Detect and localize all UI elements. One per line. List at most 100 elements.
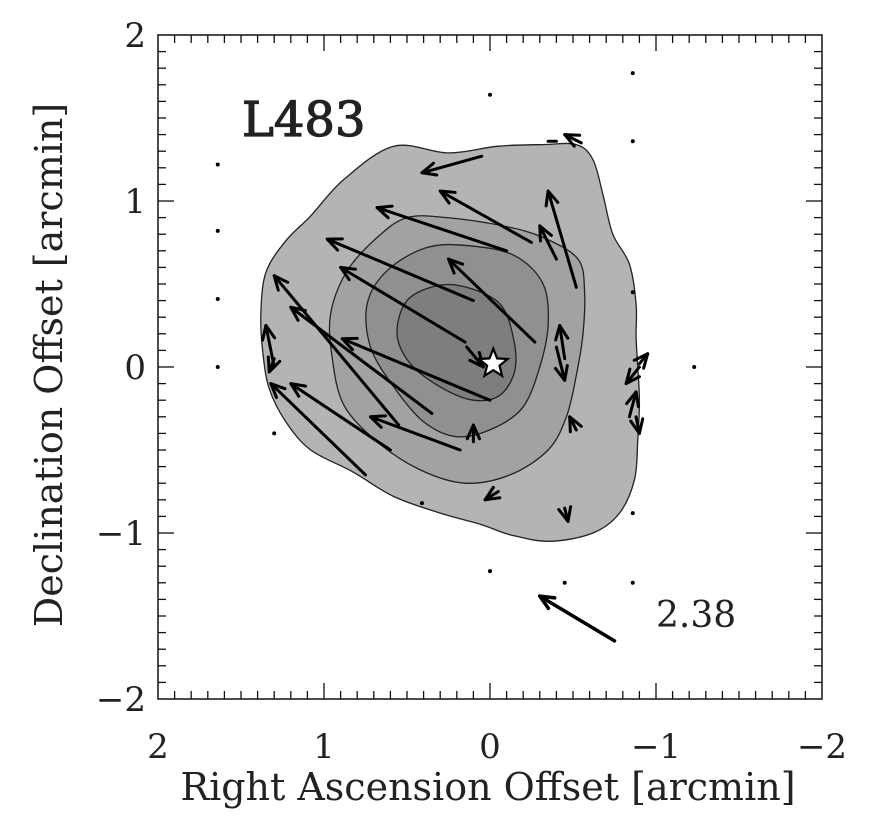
vector-17-head [465,423,482,441]
dot-9 [630,290,635,295]
vector-8-shaft [339,265,467,344]
vector-21-shaft [627,390,638,419]
vector-4 [438,189,533,244]
vector-9 [447,257,537,344]
dot-0 [215,162,220,167]
vector-5-shaft [538,224,558,261]
dot-4 [272,431,277,436]
vector-14-shaft [368,415,462,452]
y-tick-label: 2 [124,16,146,56]
vector-20 [629,415,645,435]
vector-22 [632,352,650,370]
vector-13-shaft [289,382,392,452]
vector-27-head [266,355,282,374]
vector-14 [368,414,462,452]
vector-18 [553,345,569,382]
vector-4-shaft [438,189,533,244]
vector-23 [624,365,641,386]
vector-20-head [629,417,645,435]
vector-28-head [468,351,485,369]
vector-6-shaft [546,189,578,289]
vector-9-shaft [447,257,537,344]
vector-9-head [447,257,465,275]
vector-10 [340,336,492,402]
polarization-vectors [261,133,650,523]
vector-25 [557,505,573,523]
vector-7-shaft [325,237,475,303]
dot-11 [630,580,635,585]
vector-5-head [538,224,553,243]
vector-21 [625,390,640,419]
vector-15 [269,382,367,477]
dot-2 [215,296,220,301]
vector-18-shaft [554,345,567,382]
chart-title: L483 [242,92,366,148]
dot-3 [215,365,220,369]
vector-15-shaft [269,382,367,477]
vector-19-shaft [558,324,567,361]
vector-14-head [368,414,387,429]
vector-13-head [289,382,308,398]
dot-14 [692,365,697,369]
vector-24 [568,415,583,434]
vector-27 [266,355,282,374]
y-tick-label: −1 [96,514,146,554]
dot-8 [630,139,635,144]
vector-12 [272,274,401,427]
dot-12 [562,580,567,585]
y-tick-label: −2 [96,680,146,720]
vector-10-head [340,336,359,352]
dot-6 [488,569,492,574]
vector-25-head [557,505,573,523]
x-tick-label: −1 [631,727,681,767]
vector-28-shaft [465,345,485,369]
vector-22-head [632,352,650,370]
vector-26 [483,485,502,502]
scale-arrow-head [538,594,557,611]
scale-arrow-shaft [538,594,617,643]
vector-3 [375,204,509,253]
vector-8 [339,265,467,344]
vector-2-head [563,133,582,148]
vector-12-head [272,274,290,292]
vector-21-head [625,390,640,409]
vector-23-head [624,367,641,386]
vector-6-head [544,189,560,208]
x-axis-label: Right Ascension Offset [arcmin] [180,765,795,809]
vector-0-head [420,161,439,177]
vector-15-head [269,382,287,400]
vector-8-head [339,265,357,282]
vector-16-head [261,324,277,342]
vector-12-shaft [272,274,401,427]
vector-0 [420,154,484,177]
x-tick-label: −2 [797,727,847,767]
vector-18-head [553,364,569,382]
vector-0-shaft [420,154,484,175]
vector-28 [465,345,485,369]
dot-7 [630,71,635,76]
dot-10 [630,511,635,516]
x-tick-label: 0 [479,727,501,767]
vector-3-shaft [375,206,509,253]
y-tick-label: 1 [124,182,146,222]
star-icon [476,345,511,379]
vector-17 [465,423,482,444]
sample-dots [215,71,697,585]
vector-10-shaft [340,337,492,402]
scale-vector-label: 2.38 [656,595,736,636]
vector-5 [538,224,558,261]
dot-13 [419,501,424,506]
source-star-marker [476,345,511,379]
vector-6 [544,189,578,289]
scale-vector [538,594,617,643]
dot-5 [488,92,492,97]
dot-1 [215,228,220,233]
vector-7 [325,237,475,303]
x-tick-label: 1 [313,727,335,767]
vector-4-head [438,189,457,205]
vector-2 [563,133,583,148]
y-axis-label: Declination Offset [arcmin] [27,103,71,627]
vector-26-head [483,485,502,502]
